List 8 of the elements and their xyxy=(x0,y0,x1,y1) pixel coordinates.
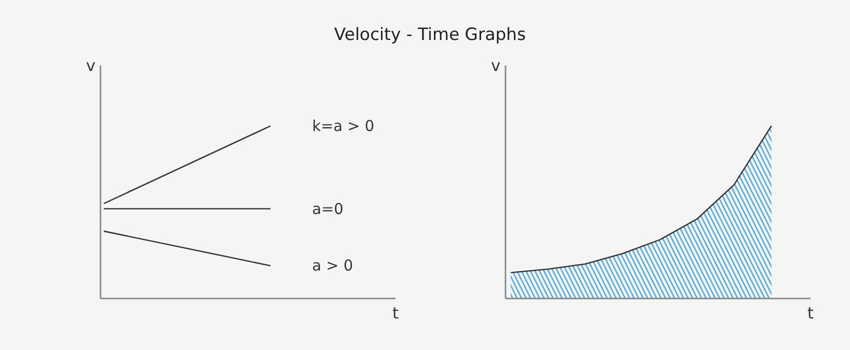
text: Velocity - Time Graphs xyxy=(334,24,526,47)
text: k=a > 0 xyxy=(312,116,374,135)
x-axis-title: t xyxy=(392,304,399,322)
y-axis-title: v xyxy=(86,56,96,75)
x-axis-title: t xyxy=(807,304,814,322)
y-axis-title: v xyxy=(491,56,500,75)
text: a=0 xyxy=(312,200,344,218)
text: a > 0 xyxy=(312,256,354,275)
